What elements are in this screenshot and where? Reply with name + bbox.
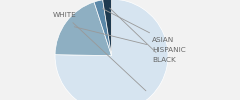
Text: BLACK: BLACK	[110, 8, 176, 63]
Text: ASIAN: ASIAN	[102, 9, 174, 43]
Wedge shape	[94, 0, 112, 56]
Wedge shape	[55, 2, 112, 56]
Text: HISPANIC: HISPANIC	[74, 27, 186, 53]
Wedge shape	[103, 0, 112, 56]
Wedge shape	[55, 0, 168, 100]
Text: WHITE: WHITE	[53, 12, 146, 91]
